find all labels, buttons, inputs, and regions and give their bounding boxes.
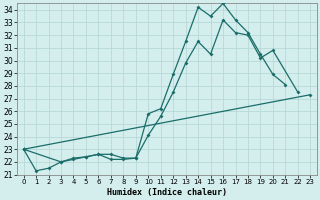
X-axis label: Humidex (Indice chaleur): Humidex (Indice chaleur)	[107, 188, 227, 197]
